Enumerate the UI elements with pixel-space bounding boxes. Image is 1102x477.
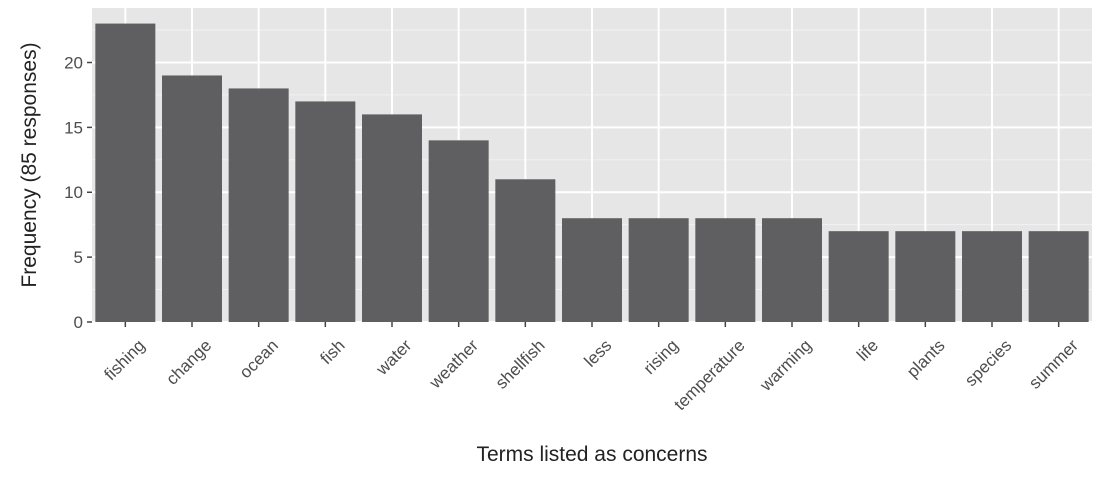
bar-warming — [762, 218, 822, 322]
x-tick-label: weather — [425, 336, 482, 393]
bar-fishing — [95, 23, 156, 322]
bar-species — [962, 231, 1022, 322]
x-tick-label: shellfish — [492, 336, 549, 393]
bar-fish — [295, 101, 356, 323]
bars — [95, 23, 1089, 323]
x-tick-label: change — [162, 336, 215, 389]
y-tick-label: 5 — [74, 248, 83, 267]
bar-summer — [1028, 231, 1089, 322]
x-tick-label: temperature — [670, 336, 748, 414]
y-tick-label: 10 — [64, 183, 83, 202]
bar-plants — [895, 231, 956, 322]
bar-weather — [428, 140, 489, 322]
y-tick-label: 20 — [64, 53, 83, 72]
x-tick-label: ocean — [236, 336, 282, 382]
x-tick-label: rising — [640, 336, 682, 378]
x-tick-label: fish — [316, 336, 348, 368]
x-tick-label: warming — [756, 336, 816, 396]
y-tick-label: 15 — [64, 118, 83, 137]
bar-water — [362, 114, 422, 322]
x-tick-label: species — [961, 336, 1015, 390]
x-tick-label: plants — [903, 336, 949, 382]
bar-rising — [628, 218, 689, 322]
bar-life — [828, 231, 889, 322]
bar-less — [562, 218, 622, 322]
bar-shellfish — [495, 179, 556, 322]
x-tick-label: less — [580, 336, 615, 371]
x-tick-label: fishing — [100, 336, 148, 384]
y-tick-label: 0 — [74, 313, 83, 332]
bar-change — [162, 75, 222, 323]
x-tick-label: water — [372, 336, 416, 380]
bar-temperature — [695, 218, 756, 322]
x-axis: fishing change ocean fish water weather shellf… — [100, 322, 1082, 414]
x-axis-title: Terms listed as concerns — [476, 443, 707, 466]
x-tick-label: summer — [1025, 336, 1082, 393]
y-axis-title: Frequency (85 responses) — [18, 42, 41, 287]
bar-ocean — [228, 88, 289, 322]
x-tick-label: life — [853, 336, 882, 365]
y-axis: 0 5 10 15 20 — [64, 53, 92, 332]
